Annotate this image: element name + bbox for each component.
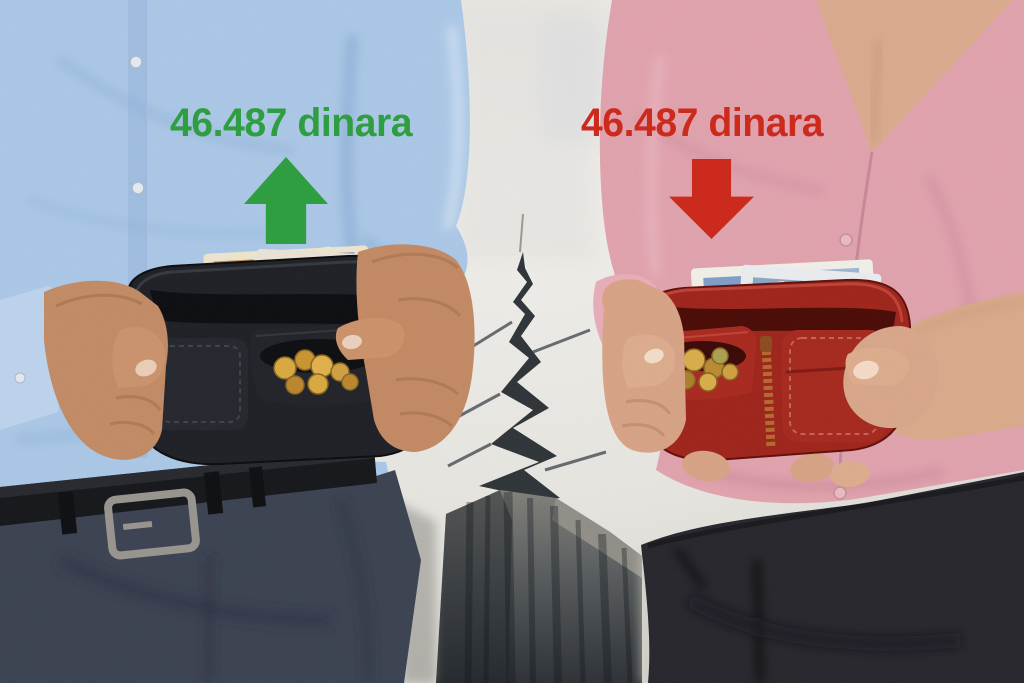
- salary-amount-increase-label: 46.487 dinara: [170, 101, 413, 145]
- salary-amount-decrease-label: 46.487 dinara: [581, 101, 824, 145]
